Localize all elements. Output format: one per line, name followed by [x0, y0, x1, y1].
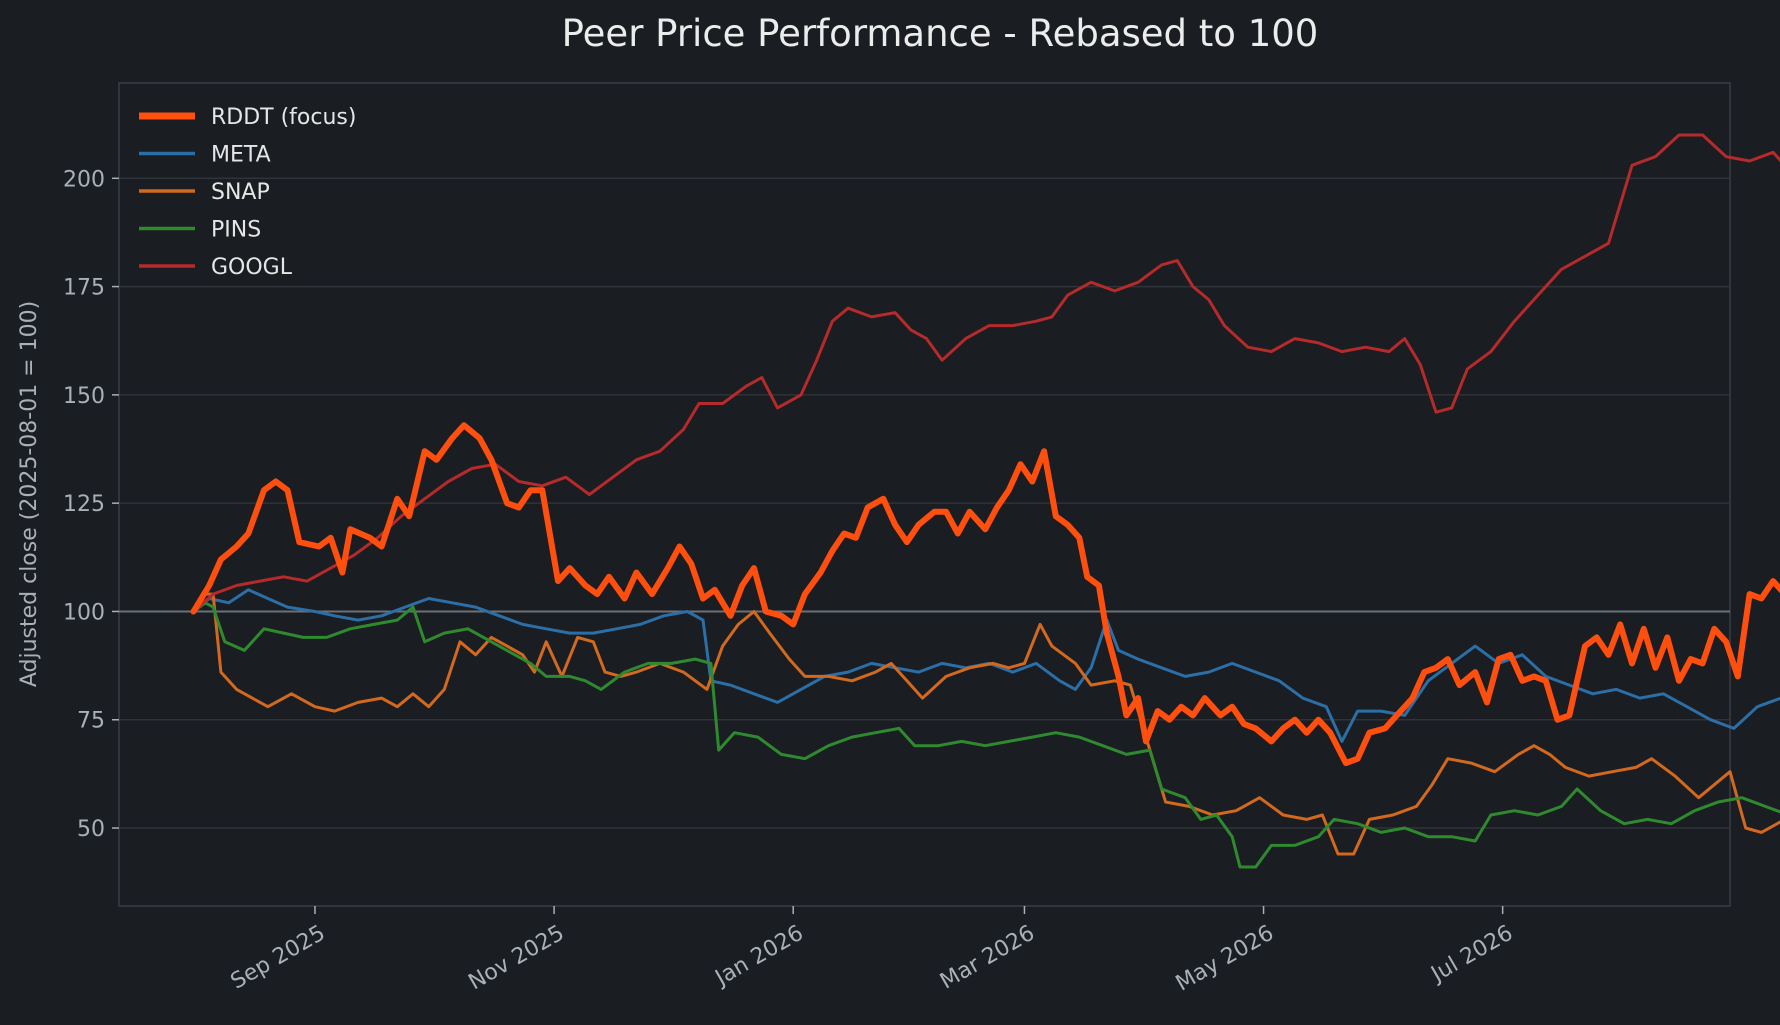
y-tick-label: 200 [63, 167, 105, 192]
series-line-snap [192, 592, 1780, 856]
legend-label-pins: PINS [211, 218, 261, 243]
plot-background [118, 82, 1731, 907]
chart-title: Peer Price Performance - Rebased to 100 [562, 12, 1319, 55]
legend: RDDT (focus) META SNAP PINS GOOGL [139, 105, 356, 280]
legend-label-rddt: RDDT (focus) [211, 105, 356, 130]
legend-label-meta: META [211, 143, 271, 168]
series-line-rddt [190, 422, 1780, 767]
series-line-pins [192, 601, 1780, 869]
y-tick-label: 50 [77, 817, 105, 842]
y-tick-label: 125 [63, 492, 105, 517]
series-layer [190, 133, 1780, 869]
y-axis-label: Adjusted close (2025-08-01 = 100) [17, 301, 42, 687]
y-tick-label: 150 [63, 384, 105, 409]
plot-area [118, 82, 1780, 907]
legend-label-snap: SNAP [211, 180, 270, 205]
series-line-meta [192, 588, 1780, 743]
series-line-googl [192, 133, 1780, 613]
legend-label-googl: GOOGL [211, 255, 293, 280]
y-tick-label: 175 [63, 276, 105, 301]
y-tick-label: 100 [63, 600, 105, 625]
y-axis-ticks: 50 75 100 125 150 175 200 [63, 167, 119, 842]
y-tick-label: 75 [77, 709, 105, 734]
